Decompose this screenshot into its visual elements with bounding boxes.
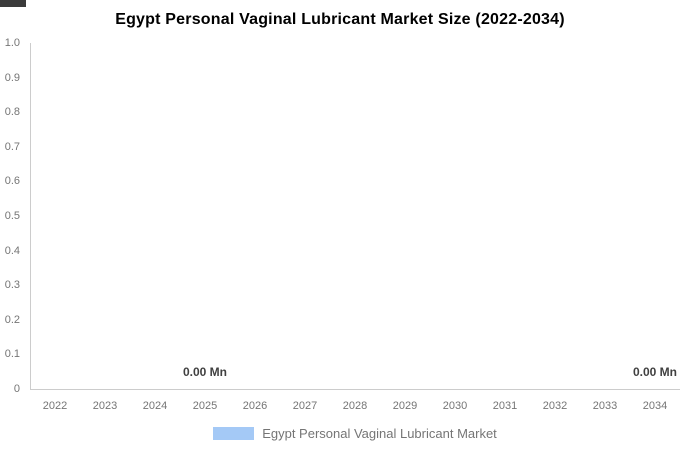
chart-title: Egypt Personal Vaginal Lubricant Market … [115,11,565,28]
y-tick-label: 0 [13,383,20,395]
y-axis-line [30,43,31,389]
x-axis-line [30,389,680,390]
y-tick-label: 0.4 [4,244,20,257]
x-tick-label: 2029 [392,400,418,412]
x-tick-label: 2024 [142,400,168,412]
bar-annotation: 0.00 Mn [632,365,678,379]
bar-annotation: 0.00 Mn [182,365,228,379]
y-tick-label: 0.2 [4,313,20,326]
screenshot-artifact-bar [0,0,26,7]
x-tick-label: 2030 [442,400,468,412]
x-tick-label: 2025 [192,400,218,412]
y-tick-label: 0.7 [4,140,20,153]
x-tick-label: 2022 [42,400,68,412]
x-tick-label: 2033 [592,400,618,412]
x-tick-label: 2031 [492,400,518,412]
x-tick-label: 2027 [292,400,318,412]
y-tick-label: 0.9 [4,71,20,84]
legend: Egypt Personal Vaginal Lubricant Market [30,426,680,441]
y-tick-label: 1.0 [4,37,20,49]
x-tick-label: 2026 [242,400,268,412]
y-tick-label: 0.5 [4,210,20,222]
x-tick-label: 2034 [642,400,668,412]
y-tick-label: 0.8 [4,106,20,119]
legend-label: Egypt Personal Vaginal Lubricant Market [262,426,497,441]
x-tick-label: 2032 [542,400,568,412]
x-tick-label: 2028 [342,400,368,412]
y-tick-label: 0.6 [4,175,20,188]
y-tick-label: 0.3 [4,279,20,292]
y-tick-label: 0.1 [4,348,20,361]
x-tick-label: 2023 [92,400,118,412]
legend-swatch [213,427,255,440]
